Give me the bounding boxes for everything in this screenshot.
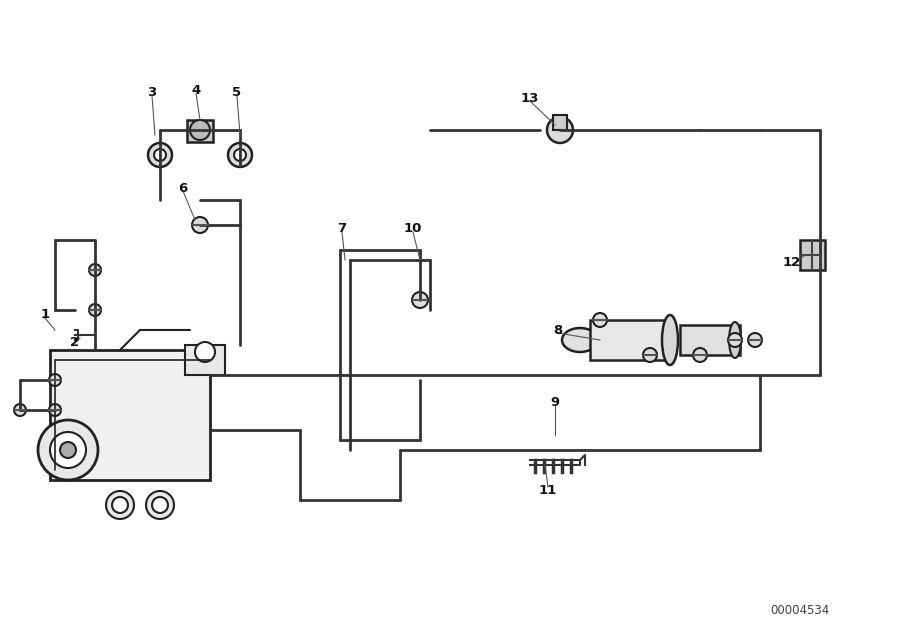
Text: 9: 9 <box>551 396 560 408</box>
Circle shape <box>49 404 61 416</box>
Text: 8: 8 <box>554 323 562 337</box>
Circle shape <box>748 333 762 347</box>
Circle shape <box>60 442 76 458</box>
Bar <box>800 240 825 270</box>
Circle shape <box>593 313 607 327</box>
Text: 3: 3 <box>148 86 157 100</box>
Text: 12: 12 <box>783 255 801 269</box>
Circle shape <box>49 374 61 386</box>
Circle shape <box>14 404 26 416</box>
Circle shape <box>154 149 166 161</box>
Ellipse shape <box>662 315 678 365</box>
Circle shape <box>112 497 128 513</box>
Circle shape <box>106 491 134 519</box>
Circle shape <box>693 348 707 362</box>
Circle shape <box>643 348 657 362</box>
Bar <box>680 325 740 355</box>
Circle shape <box>152 497 168 513</box>
Text: 4: 4 <box>192 83 201 97</box>
Text: 1: 1 <box>40 309 50 321</box>
Circle shape <box>190 120 210 140</box>
Circle shape <box>228 143 252 167</box>
Text: 10: 10 <box>404 222 422 234</box>
Ellipse shape <box>729 322 741 358</box>
Circle shape <box>146 491 174 519</box>
Ellipse shape <box>562 328 598 352</box>
Circle shape <box>547 117 573 143</box>
Text: 00004534: 00004534 <box>770 603 830 617</box>
Circle shape <box>50 432 86 468</box>
Text: 2: 2 <box>70 335 79 349</box>
Bar <box>553 115 567 130</box>
Circle shape <box>192 217 208 233</box>
Bar <box>187 120 213 142</box>
Bar <box>590 320 670 360</box>
Circle shape <box>195 342 215 362</box>
Bar <box>50 350 210 480</box>
Circle shape <box>89 304 101 316</box>
Text: 5: 5 <box>232 86 241 100</box>
Circle shape <box>148 143 172 167</box>
Bar <box>185 345 225 375</box>
Circle shape <box>234 149 246 161</box>
Text: 11: 11 <box>539 483 557 497</box>
Text: 6: 6 <box>178 182 187 194</box>
Circle shape <box>89 264 101 276</box>
Text: 7: 7 <box>338 222 346 234</box>
Circle shape <box>412 292 428 308</box>
Circle shape <box>38 420 98 480</box>
Text: 13: 13 <box>521 91 539 105</box>
Circle shape <box>728 333 742 347</box>
